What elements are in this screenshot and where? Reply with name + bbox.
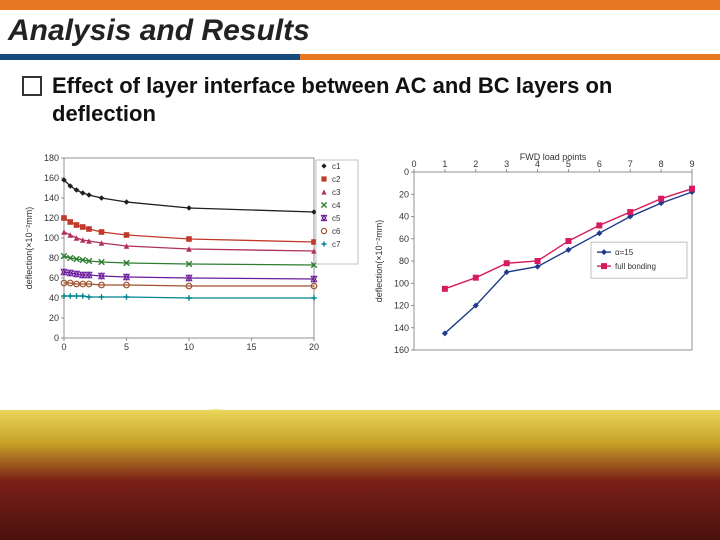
- svg-text:c5: c5: [332, 214, 341, 223]
- svg-text:deflection(×10⁻²mm): deflection(×10⁻²mm): [24, 207, 34, 290]
- svg-text:1: 1: [442, 159, 447, 169]
- title-underline-angle: [300, 54, 360, 60]
- svg-text:3: 3: [504, 159, 509, 169]
- svg-text:6: 6: [597, 159, 602, 169]
- right-chart: FWD load points 0 1 2 3 4 5 6 7 8 9 0 20 40 60 80 100 120…: [370, 150, 700, 370]
- svg-text:0: 0: [404, 167, 409, 177]
- svg-text:c6: c6: [332, 227, 341, 236]
- svg-text:7: 7: [628, 159, 633, 169]
- svg-text:120: 120: [44, 213, 59, 223]
- svg-text:10: 10: [184, 342, 194, 352]
- svg-text:60: 60: [399, 234, 409, 244]
- svg-text:20: 20: [309, 342, 319, 352]
- title-underline-accent: [300, 54, 720, 60]
- svg-text:c3: c3: [332, 188, 341, 197]
- svg-text:2: 2: [473, 159, 478, 169]
- svg-text:140: 140: [394, 323, 409, 333]
- slide-subtitle: Effect of layer interface between AC and…: [52, 72, 692, 127]
- svg-text:5: 5: [566, 159, 571, 169]
- left-chart: 0 20 40 60 80 100 120 140 160 180 0 5 10 15 20 deflecti…: [20, 150, 360, 370]
- svg-text:60: 60: [49, 273, 59, 283]
- bullet-icon: [22, 76, 42, 96]
- svg-text:deflection(×10⁻²mm): deflection(×10⁻²mm): [374, 220, 384, 303]
- svg-text:α=15: α=15: [615, 248, 634, 257]
- svg-text:40: 40: [49, 293, 59, 303]
- svg-text:100: 100: [394, 278, 409, 288]
- svg-text:160: 160: [394, 345, 409, 355]
- svg-text:5: 5: [124, 342, 129, 352]
- svg-text:15: 15: [246, 342, 256, 352]
- svg-text:c7: c7: [332, 240, 341, 249]
- svg-text:80: 80: [49, 253, 59, 263]
- svg-text:0: 0: [54, 333, 59, 343]
- svg-text:180: 180: [44, 153, 59, 163]
- slide-title: Analysis and Results: [8, 14, 310, 48]
- svg-text:0: 0: [411, 159, 416, 169]
- svg-text:140: 140: [44, 193, 59, 203]
- svg-text:100: 100: [44, 233, 59, 243]
- svg-text:full bonding: full bonding: [615, 262, 656, 271]
- svg-text:80: 80: [399, 256, 409, 266]
- svg-text:40: 40: [399, 212, 409, 222]
- svg-text:160: 160: [44, 173, 59, 183]
- svg-text:20: 20: [399, 189, 409, 199]
- svg-text:c2: c2: [332, 175, 341, 184]
- footer-band: [0, 410, 720, 540]
- svg-text:4: 4: [535, 159, 540, 169]
- svg-text:20: 20: [49, 313, 59, 323]
- top-accent-bar: [0, 0, 720, 10]
- charts-row: 02040608010012014016018005101520deflecti…: [20, 150, 710, 370]
- svg-text:9: 9: [689, 159, 694, 169]
- svg-text:0: 0: [61, 342, 66, 352]
- svg-text:120: 120: [394, 301, 409, 311]
- svg-text:c4: c4: [332, 201, 341, 210]
- svg-text:FWD load points: FWD load points: [520, 152, 587, 162]
- svg-text:8: 8: [659, 159, 664, 169]
- svg-text:c1: c1: [332, 162, 341, 171]
